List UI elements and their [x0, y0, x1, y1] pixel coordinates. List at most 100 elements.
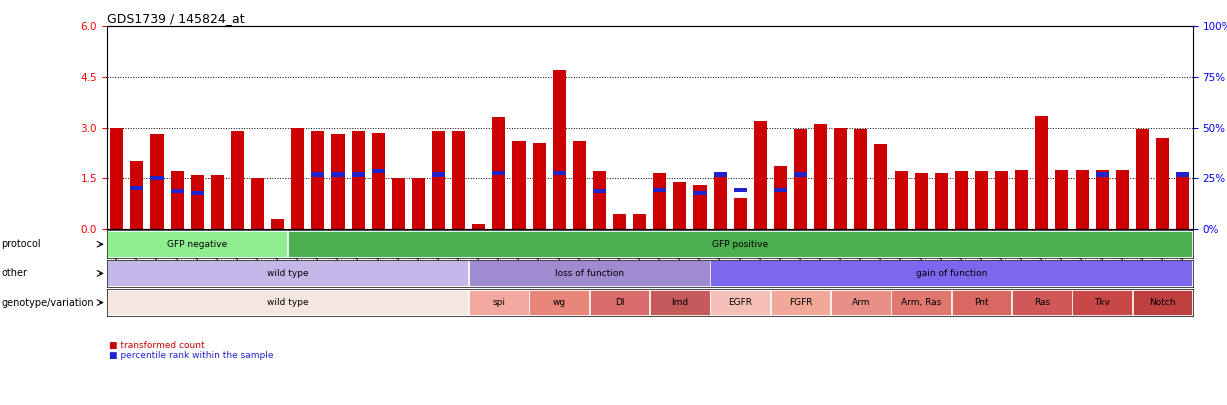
- Bar: [231, 131, 244, 229]
- Bar: [734, 198, 747, 229]
- Bar: [1055, 170, 1069, 229]
- Text: Imd: Imd: [671, 298, 688, 307]
- Bar: [831, 290, 891, 315]
- Bar: [312, 131, 324, 229]
- Bar: [1036, 116, 1048, 229]
- Bar: [1175, 175, 1189, 229]
- Bar: [171, 190, 184, 194]
- Bar: [1136, 129, 1148, 229]
- Bar: [331, 173, 345, 177]
- Bar: [693, 191, 707, 195]
- Text: ■ percentile rank within the sample: ■ percentile rank within the sample: [109, 351, 274, 360]
- Bar: [1072, 290, 1133, 315]
- Bar: [529, 290, 589, 315]
- Text: other: other: [1, 269, 27, 278]
- Bar: [452, 131, 465, 229]
- Bar: [492, 171, 506, 175]
- Text: protocol: protocol: [1, 239, 40, 249]
- Bar: [190, 175, 204, 229]
- Bar: [190, 191, 204, 195]
- Bar: [975, 171, 988, 229]
- Bar: [794, 173, 807, 177]
- Text: ■ transformed count: ■ transformed count: [109, 341, 205, 350]
- Bar: [614, 214, 626, 229]
- Bar: [891, 290, 951, 315]
- Bar: [952, 290, 1011, 315]
- Bar: [469, 260, 709, 286]
- Bar: [432, 173, 445, 177]
- Text: loss of function: loss of function: [555, 269, 625, 278]
- Bar: [894, 171, 908, 229]
- Text: Tkv: Tkv: [1094, 298, 1110, 307]
- Bar: [593, 190, 606, 194]
- Bar: [794, 129, 807, 229]
- Text: GFP negative: GFP negative: [167, 240, 227, 249]
- Bar: [1156, 138, 1169, 229]
- Bar: [714, 177, 726, 229]
- Bar: [211, 175, 223, 229]
- Bar: [693, 185, 707, 229]
- Bar: [814, 124, 827, 229]
- Bar: [714, 173, 726, 177]
- Bar: [1012, 290, 1071, 315]
- Text: Notch: Notch: [1150, 298, 1175, 307]
- Bar: [1115, 170, 1129, 229]
- Text: wg: wg: [552, 298, 566, 307]
- Bar: [107, 231, 287, 257]
- Bar: [734, 188, 747, 192]
- Bar: [171, 171, 184, 229]
- Bar: [469, 290, 529, 315]
- Bar: [291, 128, 304, 229]
- Text: EGFR: EGFR: [728, 298, 752, 307]
- Text: Arm, Ras: Arm, Ras: [901, 298, 941, 307]
- Bar: [472, 224, 486, 229]
- Text: gain of function: gain of function: [915, 269, 987, 278]
- Bar: [674, 181, 686, 229]
- Bar: [492, 117, 506, 229]
- Bar: [372, 169, 385, 173]
- Bar: [312, 173, 324, 177]
- Bar: [288, 231, 1193, 257]
- Text: GDS1739 / 145824_at: GDS1739 / 145824_at: [107, 12, 244, 25]
- Bar: [774, 188, 787, 192]
- Bar: [412, 178, 425, 229]
- Bar: [834, 128, 848, 229]
- Bar: [372, 133, 385, 229]
- Bar: [935, 173, 947, 229]
- Bar: [552, 171, 566, 175]
- Bar: [774, 166, 787, 229]
- Bar: [995, 171, 1009, 229]
- Bar: [513, 141, 525, 229]
- Bar: [271, 219, 285, 229]
- Bar: [650, 290, 709, 315]
- Bar: [352, 173, 364, 177]
- Bar: [1076, 170, 1088, 229]
- Bar: [151, 176, 163, 180]
- Bar: [1175, 173, 1189, 177]
- Bar: [533, 143, 546, 229]
- Bar: [771, 290, 831, 315]
- Bar: [252, 178, 264, 229]
- Bar: [1096, 170, 1109, 229]
- Bar: [854, 129, 867, 229]
- Bar: [1133, 290, 1193, 315]
- Bar: [710, 260, 1193, 286]
- Text: FGFR: FGFR: [789, 298, 812, 307]
- Bar: [130, 161, 144, 229]
- Bar: [151, 134, 163, 229]
- Text: Ras: Ras: [1034, 298, 1050, 307]
- Bar: [710, 290, 771, 315]
- Text: wild type: wild type: [267, 269, 308, 278]
- Bar: [590, 290, 649, 315]
- Bar: [955, 171, 968, 229]
- Bar: [107, 260, 469, 286]
- Text: Pnt: Pnt: [974, 298, 989, 307]
- Bar: [352, 131, 364, 229]
- Bar: [1096, 173, 1109, 177]
- Bar: [552, 70, 566, 229]
- Bar: [573, 141, 585, 229]
- Text: genotype/variation: genotype/variation: [1, 298, 93, 307]
- Text: Arm: Arm: [852, 298, 870, 307]
- Bar: [593, 171, 606, 229]
- Bar: [107, 290, 469, 315]
